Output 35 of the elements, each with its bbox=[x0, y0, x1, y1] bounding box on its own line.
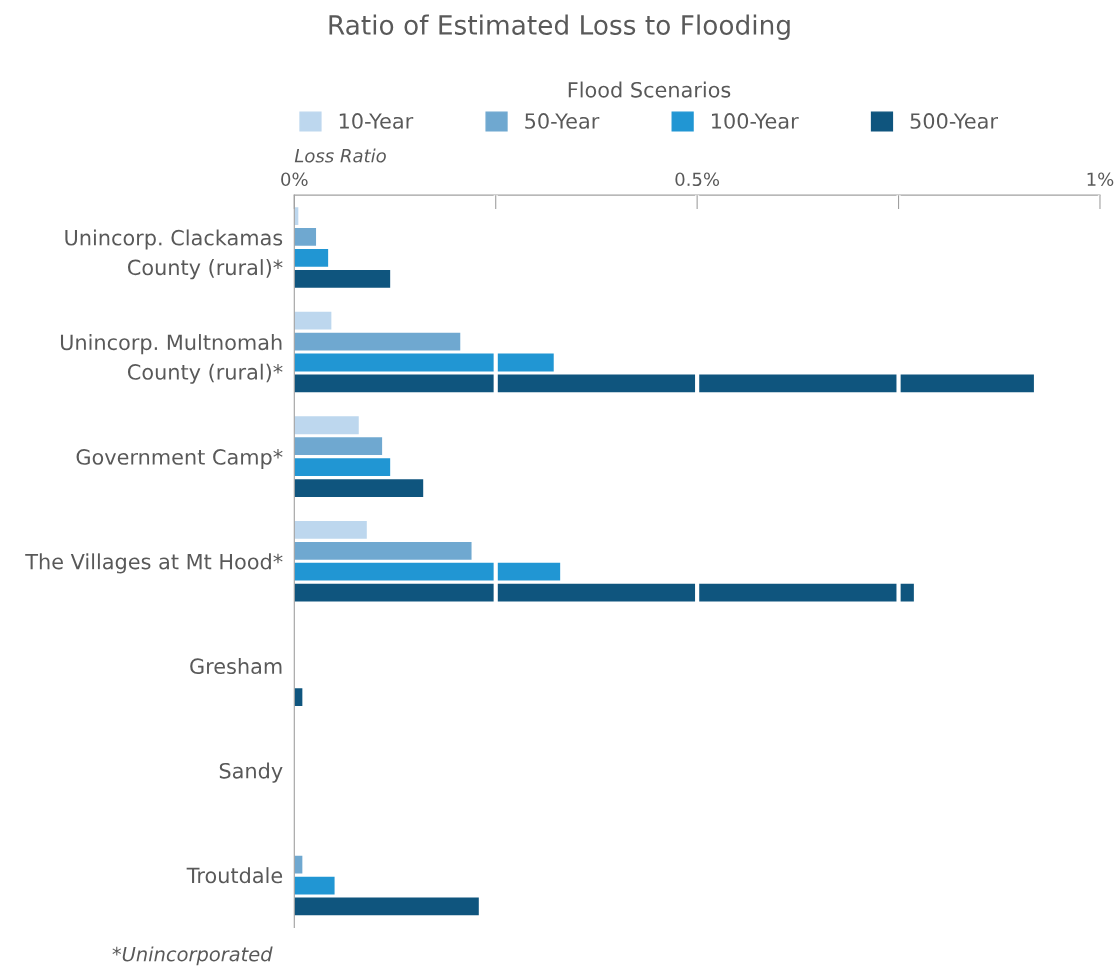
text: *Unincorporated bbox=[112, 946, 273, 966]
y-tick-label: Unincorp. Clackamas County (rural)* bbox=[65, 229, 283, 280]
bar bbox=[294, 562, 561, 581]
bar bbox=[294, 876, 335, 895]
legend-label: 10-Year bbox=[339, 113, 414, 129]
x-tick-label: 1% bbox=[1087, 172, 1114, 187]
y-tick-label: Troutdale bbox=[186, 867, 283, 884]
legend-label: 100-Year bbox=[712, 113, 799, 129]
chart-title: Ratio of Estimated Loss to Flooding bbox=[329, 14, 790, 41]
y-tick-label: The Villages at Mt Hood* bbox=[25, 553, 283, 574]
bar bbox=[294, 332, 461, 351]
legend-label: 500-Year bbox=[910, 113, 998, 129]
bar bbox=[294, 416, 359, 435]
bar bbox=[294, 269, 391, 288]
bar bbox=[294, 583, 914, 602]
bar bbox=[294, 897, 479, 916]
x-axis-title: Loss Ratio bbox=[294, 148, 386, 163]
legend-title: Flood Scenarios bbox=[568, 81, 731, 98]
bar bbox=[294, 479, 424, 497]
bar bbox=[294, 311, 332, 330]
bar bbox=[294, 353, 554, 372]
x-tick-label: 0% bbox=[281, 172, 308, 187]
bar bbox=[294, 228, 317, 246]
y-tick-label: Gresham bbox=[190, 657, 282, 675]
bar bbox=[294, 541, 472, 560]
bar bbox=[294, 458, 391, 476]
bar bbox=[294, 249, 329, 267]
y-tick-label: Unincorp. Multnomah County (rural)* bbox=[60, 334, 283, 384]
bar bbox=[294, 437, 383, 456]
y-tick-label: Sandy bbox=[219, 762, 283, 783]
bar bbox=[294, 374, 1034, 393]
bar bbox=[294, 520, 367, 539]
y-tick-label: Government Camp* bbox=[76, 449, 283, 469]
legend-label: 50-Year bbox=[525, 113, 600, 129]
x-tick-label: 0.5% bbox=[675, 172, 720, 187]
